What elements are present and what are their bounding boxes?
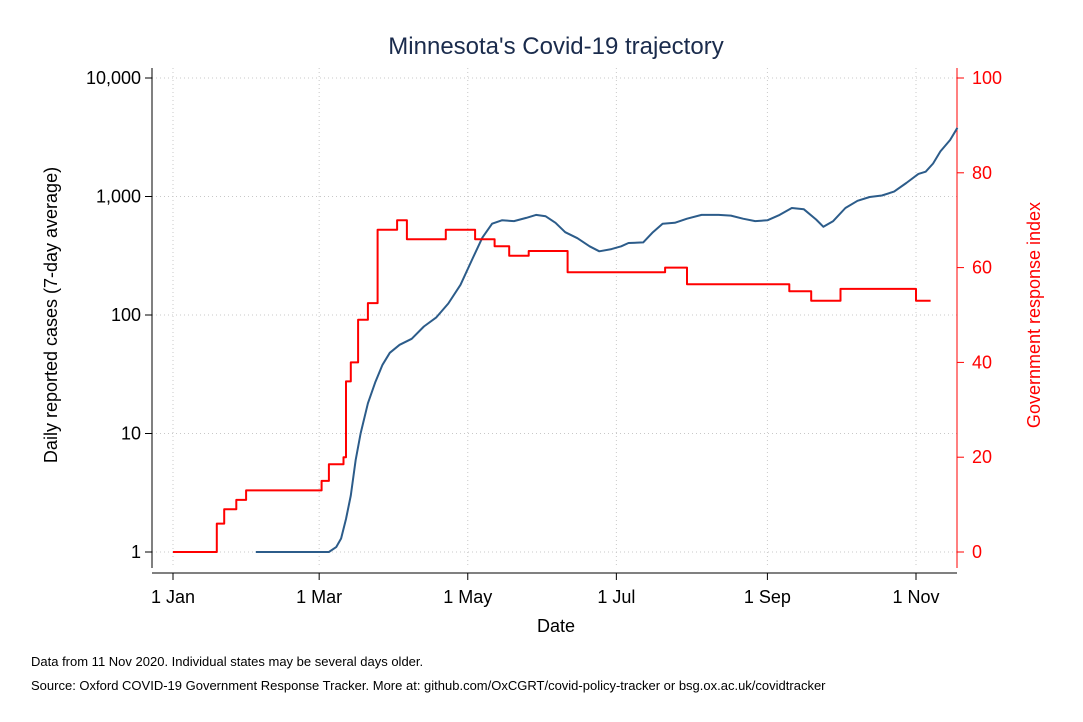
x-tick-label: 1 Sep: [744, 587, 791, 607]
y-left-tick-label: 100: [111, 305, 141, 325]
axes: [151, 68, 958, 574]
series-lines: [173, 127, 959, 553]
x-tick-label: 1 May: [443, 587, 492, 607]
y-left-tick-label: 1: [131, 542, 141, 562]
source-note: Source: Oxford COVID-19 Government Respo…: [31, 678, 826, 693]
chart-title: Minnesota's Covid-19 trajectory: [388, 33, 723, 60]
y-left-tick-label: 10: [121, 424, 141, 444]
cases-series-line: [255, 127, 959, 553]
x-tick-label: 1 Nov: [892, 587, 939, 607]
response-index-series-line: [173, 219, 931, 553]
x-tick-label: 1 Jan: [151, 587, 195, 607]
grid-lines: [152, 68, 957, 568]
x-tick-label: 1 Jul: [597, 587, 635, 607]
y-axis-label-right: Government response index: [1024, 202, 1044, 428]
x-axis-label: Date: [537, 616, 575, 636]
y-right-tick-label: 60: [972, 258, 992, 278]
data-note: Data from 11 Nov 2020. Individual states…: [31, 654, 424, 669]
covid-trajectory-chart: 1 Jan 1 Mar 1 May 1 Jul 1 Sep 1 Nov 1 10 100 1,00…: [41, 33, 1044, 636]
y-right-tick-label: 80: [972, 163, 992, 183]
x-tick-label: 1 Mar: [296, 587, 342, 607]
y-right-tick-label: 100: [972, 68, 1002, 88]
y-left-tick-label: 1,000: [96, 187, 141, 207]
y-left-tick-label: 10,000: [86, 68, 141, 88]
y-right-tick-label: 0: [972, 542, 982, 562]
y-right-tick-label: 20: [972, 447, 992, 467]
y-axis-label-left: Daily reported cases (7-day average): [41, 167, 61, 463]
tick-marks: 1 Jan 1 Mar 1 May 1 Jul 1 Sep 1 Nov 1 10 100 1,00…: [86, 68, 1002, 607]
y-right-tick-label: 40: [972, 352, 992, 372]
